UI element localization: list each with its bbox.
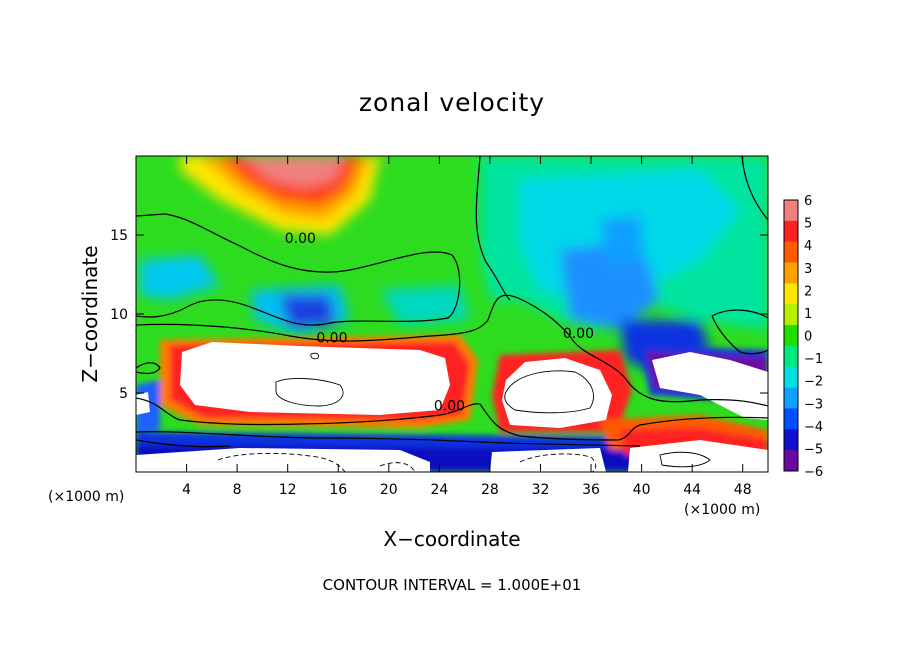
x-tick-label: 48 [734,482,752,498]
colorbar-label: 5 [804,217,812,232]
x-tick-label: 12 [279,482,297,498]
x-tick-label: 4 [182,482,191,498]
y-axis-unit: (×1000 m) [48,489,125,505]
x-tick-label: 40 [633,482,651,498]
white-region [136,448,430,472]
y-axis: 5 10 15 [110,228,768,402]
colorbar-swatch [784,325,798,347]
x-axis-unit: (×1000 m) [684,502,761,518]
contour-label: 0.00 [316,331,347,347]
contour-label: 0.00 [285,231,316,247]
x-axis: 4 8 12 16 20 24 28 32 36 40 44 48 [182,156,752,498]
inner-contours [275,352,711,468]
x-axis-label: X−coordinate [383,527,521,551]
colorbar-swatch [784,200,798,222]
colorbar-label: −2 [804,375,823,390]
x-tick-label: 32 [532,482,550,498]
zero-contours [136,156,768,448]
colorbar-swatch [784,220,798,243]
colorbar-label: 0 [804,330,812,345]
y-axis-label: Z−coordinate [78,245,102,383]
colorbar-swatch [784,408,798,430]
x-tick-label: 28 [481,482,499,498]
velocity-field [136,156,768,472]
colorbar-label: 1 [804,307,812,322]
white-region [502,358,612,428]
x-tick-label: 36 [582,482,600,498]
x-tick-label: 16 [329,482,347,498]
contour-labels: 0.00 0.00 0.00 0.00 [285,231,594,414]
colorbar: 6 5 4 3 2 1 0 −1 −2 −3 −4 −5 −6 [783,194,823,480]
colorbar-label: 4 [804,239,812,254]
colorbar-label: −4 [804,420,823,435]
white-region [628,440,768,472]
x-tick-label: 44 [683,482,701,498]
colorbar-label: 6 [804,194,812,209]
colorbar-label: 2 [804,284,812,299]
colorbar-label: −5 [804,442,823,457]
y-tick-label: 10 [110,307,128,323]
colorbar-swatch [784,387,798,409]
colorbar-swatch [784,304,798,326]
x-tick-label: 20 [380,482,398,498]
colorbar-label: −6 [804,465,823,480]
x-tick-label: 24 [430,482,448,498]
contour-interval-note: CONTOUR INTERVAL = 1.000E+01 [322,576,582,594]
colorbar-swatch [784,366,798,389]
y-tick-label: 5 [119,386,128,402]
colorbar-label: 3 [804,262,812,277]
white-region [490,448,606,472]
x-tick-label: 8 [233,482,242,498]
white-region [136,392,150,415]
colorbar-swatch [784,283,798,305]
contour-label: 0.00 [563,326,594,342]
colorbar-frame [783,199,799,472]
colorbar-swatch [784,429,798,451]
white-region [180,342,450,415]
colorbar-label: −3 [804,397,823,412]
colorbar-swatch [784,450,798,472]
contour-label: 0.00 [434,399,465,415]
chart-title: zonal velocity [358,88,546,117]
white-region [652,352,768,420]
colorbar-label: −1 [804,352,823,367]
colorbar-swatch [784,262,798,284]
colorbar-swatch [784,345,798,368]
y-tick-label: 15 [110,228,128,244]
colorbar-swatch [784,241,798,264]
